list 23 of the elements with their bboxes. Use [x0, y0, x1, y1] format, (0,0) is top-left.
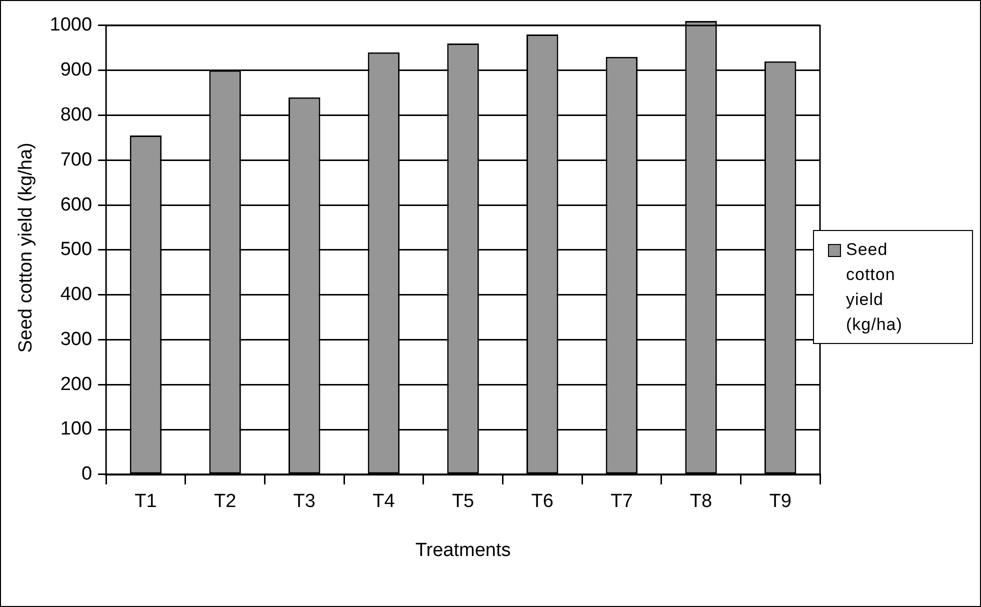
x-tick-label: T1 [134, 491, 157, 512]
y-tick-label: 600 [60, 194, 92, 216]
x-tick-label: T6 [531, 491, 554, 512]
x-tick-label: T8 [690, 491, 712, 512]
x-axis-title: Treatments [415, 540, 511, 561]
x-tick-label: T5 [452, 491, 474, 512]
y-tick-label: 100 [60, 418, 92, 440]
x-tick-label: T3 [293, 491, 316, 512]
y-tick-label: 200 [60, 374, 92, 395]
legend-label: Seed cotton yield (kg/ha) [846, 239, 904, 336]
y-tick-label: 400 [60, 284, 92, 306]
y-tick-label: 1000 [50, 14, 92, 36]
y-tick-label: 800 [60, 104, 92, 126]
y-tick-label: 700 [60, 149, 92, 170]
y-tick-label: 900 [60, 60, 92, 81]
y-tick-label: 0 [81, 464, 92, 485]
x-tick-label: T7 [610, 491, 633, 512]
x-tick-label: T9 [769, 491, 792, 512]
x-tick-label: T4 [372, 491, 396, 512]
y-axis-title: Seed cotton yield (kg/ha) [16, 142, 37, 353]
x-tick-label: T2 [214, 491, 236, 512]
y-tick-label: 300 [60, 328, 92, 350]
y-tick-label: 500 [60, 239, 92, 260]
